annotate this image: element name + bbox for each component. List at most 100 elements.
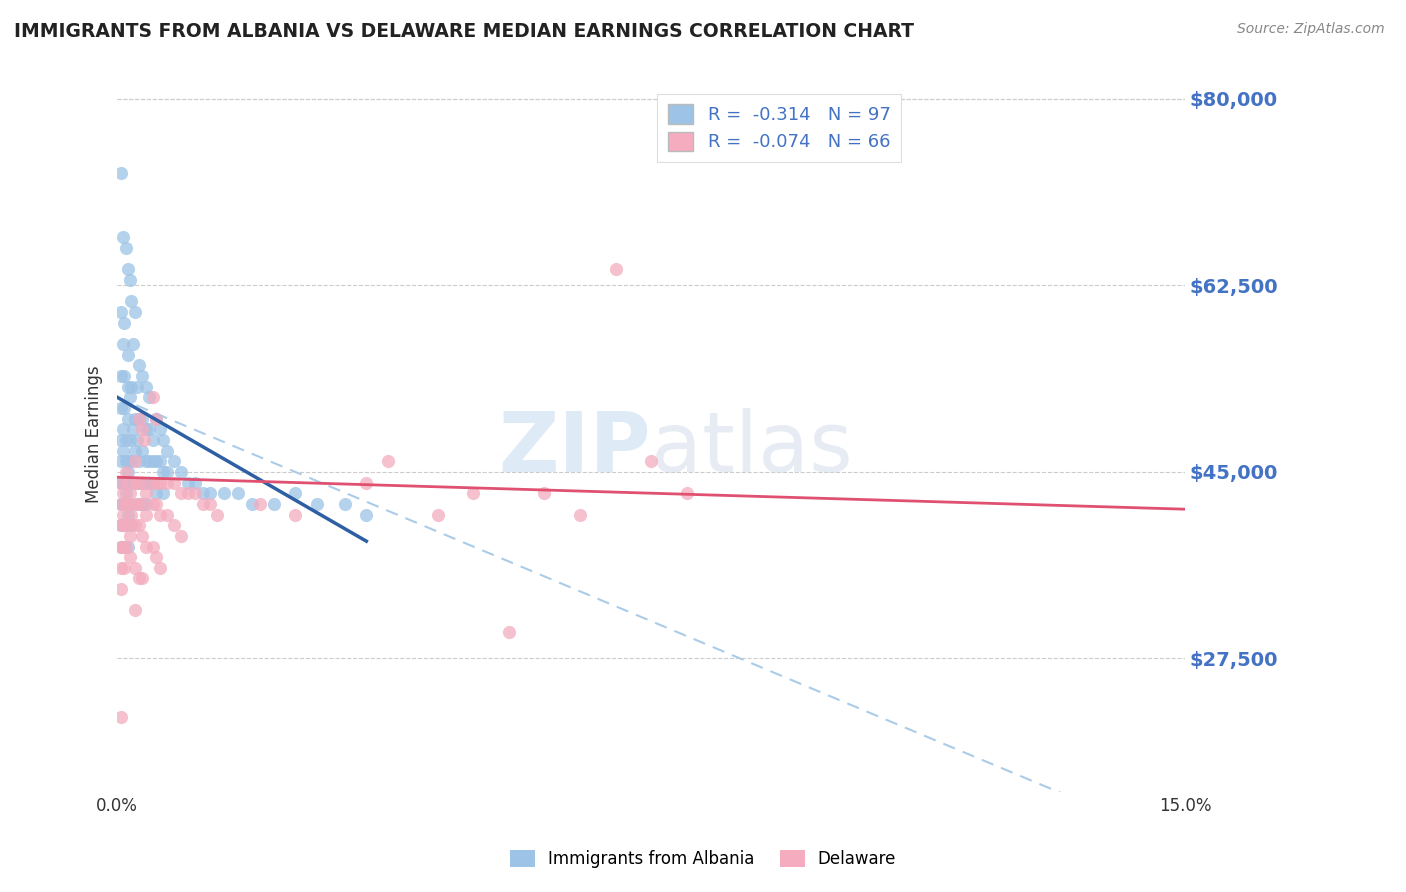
Point	[568, 508, 591, 522]
Point	[117, 348, 139, 362]
Point	[112, 316, 135, 330]
Point	[110, 368, 132, 383]
Point	[156, 465, 179, 479]
Point	[118, 550, 141, 565]
Point	[135, 540, 157, 554]
Point	[177, 475, 200, 490]
Point	[128, 572, 150, 586]
Point	[127, 433, 149, 447]
Point	[117, 518, 139, 533]
Point	[121, 422, 143, 436]
Point	[128, 454, 150, 468]
Point	[145, 411, 167, 425]
Point	[184, 486, 207, 500]
Point	[356, 508, 378, 522]
Point	[142, 454, 165, 468]
Point	[117, 411, 139, 425]
Y-axis label: Median Earnings: Median Earnings	[86, 366, 103, 503]
Point	[131, 443, 153, 458]
Point	[131, 411, 153, 425]
Point	[226, 486, 249, 500]
Point	[110, 497, 132, 511]
Point	[112, 368, 135, 383]
Point	[128, 359, 150, 373]
Point	[110, 582, 132, 596]
Point	[131, 572, 153, 586]
Point	[111, 540, 134, 554]
Point	[110, 518, 132, 533]
Point	[111, 422, 134, 436]
Point	[110, 433, 132, 447]
Point	[128, 411, 150, 425]
Point	[142, 390, 165, 404]
Point	[142, 433, 165, 447]
Point	[138, 390, 160, 404]
Point	[145, 475, 167, 490]
Point	[111, 508, 134, 522]
Point	[263, 497, 285, 511]
Point	[138, 454, 160, 468]
Point	[533, 486, 555, 500]
Point	[128, 411, 150, 425]
Point	[110, 710, 132, 724]
Point	[112, 401, 135, 415]
Point	[110, 454, 132, 468]
Point	[131, 497, 153, 511]
Point	[128, 497, 150, 511]
Point	[111, 497, 134, 511]
Point	[114, 497, 136, 511]
Point	[377, 454, 399, 468]
Point	[120, 518, 142, 533]
Point	[117, 540, 139, 554]
Point	[333, 497, 356, 511]
Point	[152, 486, 174, 500]
Point	[284, 508, 307, 522]
Point	[163, 475, 186, 490]
Text: ZIP: ZIP	[499, 409, 651, 490]
Point	[111, 230, 134, 244]
Point	[110, 475, 132, 490]
Point	[184, 475, 207, 490]
Point	[128, 475, 150, 490]
Point	[205, 508, 228, 522]
Point	[114, 540, 136, 554]
Text: Source: ZipAtlas.com: Source: ZipAtlas.com	[1237, 22, 1385, 37]
Point	[135, 475, 157, 490]
Point	[114, 433, 136, 447]
Point	[605, 262, 627, 277]
Point	[114, 486, 136, 500]
Point	[110, 518, 132, 533]
Point	[118, 475, 141, 490]
Point	[131, 475, 153, 490]
Point	[128, 497, 150, 511]
Point	[118, 390, 141, 404]
Point	[498, 624, 520, 639]
Point	[131, 497, 153, 511]
Point	[124, 475, 146, 490]
Point	[149, 561, 172, 575]
Point	[117, 508, 139, 522]
Point	[170, 486, 193, 500]
Point	[118, 433, 141, 447]
Point	[124, 411, 146, 425]
Point	[131, 422, 153, 436]
Point	[152, 433, 174, 447]
Point	[111, 475, 134, 490]
Point	[110, 475, 132, 490]
Point	[191, 486, 214, 500]
Point	[114, 454, 136, 468]
Point	[110, 401, 132, 415]
Point	[111, 443, 134, 458]
Point	[120, 508, 142, 522]
Point	[142, 540, 165, 554]
Point	[131, 529, 153, 543]
Point	[124, 518, 146, 533]
Point	[135, 497, 157, 511]
Point	[198, 486, 221, 500]
Point	[112, 518, 135, 533]
Point	[156, 475, 179, 490]
Point	[127, 379, 149, 393]
Point	[124, 497, 146, 511]
Point	[356, 475, 378, 490]
Text: IMMIGRANTS FROM ALBANIA VS DELAWARE MEDIAN EARNINGS CORRELATION CHART: IMMIGRANTS FROM ALBANIA VS DELAWARE MEDI…	[14, 22, 914, 41]
